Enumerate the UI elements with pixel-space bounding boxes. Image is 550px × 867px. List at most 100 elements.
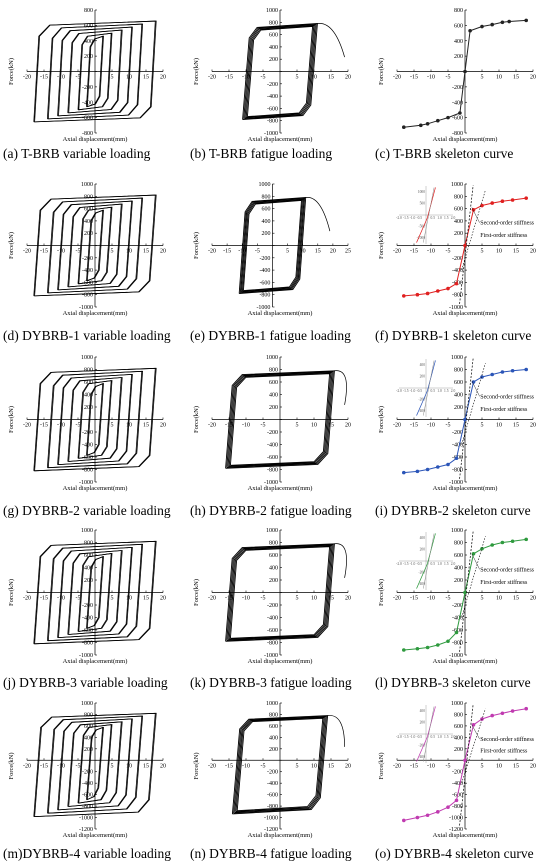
x-tick-label: 5 bbox=[111, 596, 114, 602]
hysteresis-loop bbox=[47, 23, 143, 120]
skeleton-point bbox=[402, 125, 406, 130]
inset-y-tick-label: 200 bbox=[420, 374, 426, 378]
x-tick-label: 5 bbox=[296, 596, 299, 602]
y-tick-label: 1000 bbox=[258, 182, 270, 188]
hysteresis-loop bbox=[68, 377, 122, 462]
x-tick-label: 10 bbox=[496, 763, 502, 769]
inset-x-tick-label: 2.0 bbox=[451, 562, 456, 566]
hysteresis-loop bbox=[33, 367, 157, 472]
skeleton-point bbox=[480, 24, 484, 29]
y-tick-label: -800 bbox=[452, 293, 463, 299]
x-tick-label: -10 bbox=[242, 596, 250, 602]
x-tick-label: 20 bbox=[160, 423, 166, 429]
x-tick-label: 15 bbox=[143, 596, 149, 602]
y-axis-label: Force(kN) bbox=[8, 58, 15, 85]
y-tick-label: -1000 bbox=[449, 480, 463, 486]
caption-2-2: (i) DYBRB-2 skeleton curve bbox=[375, 503, 531, 518]
x-tick-label: 20 bbox=[530, 423, 536, 429]
inset-x-tick-label: -1.5 bbox=[403, 562, 409, 566]
y-tick-label: 400 bbox=[454, 566, 463, 572]
y-tick-label: -800 bbox=[452, 804, 463, 810]
hysteresis-loop bbox=[67, 721, 123, 807]
hysteresis-loop bbox=[57, 718, 133, 811]
x-tick-label: -15 bbox=[225, 75, 233, 81]
x-tick-label: 15 bbox=[143, 249, 149, 255]
y-tick-label: 800 bbox=[269, 712, 278, 718]
skeleton-point bbox=[446, 286, 450, 291]
x-tick-label: 15 bbox=[513, 596, 519, 602]
inset-x-tick-label: -1.5 bbox=[403, 216, 409, 220]
y-tick-label: -600 bbox=[82, 455, 93, 461]
first-order-stiffness-line bbox=[459, 704, 474, 826]
y-tick-label: 1000 bbox=[81, 182, 93, 188]
x-tick-label: 20 bbox=[530, 763, 536, 769]
skeleton-point bbox=[425, 291, 430, 296]
x-tick-label: 20 bbox=[160, 249, 166, 255]
fatigue-loop bbox=[236, 717, 324, 812]
y-tick-label: 800 bbox=[454, 541, 463, 547]
hysteresis-loop bbox=[58, 200, 133, 291]
y-tick-label: 200 bbox=[84, 747, 93, 753]
caption-3-0: (j) DYBRB-3 variable loading bbox=[3, 675, 168, 690]
fatigue-loop bbox=[235, 717, 325, 812]
hysteresis-loop bbox=[47, 370, 144, 469]
skeleton-point bbox=[463, 69, 467, 74]
y-tick-label: -400 bbox=[267, 616, 278, 622]
inset-x-tick-label: -1.5 bbox=[403, 735, 409, 739]
y-tick-label: 200 bbox=[269, 57, 278, 63]
x-tick-label: 10 bbox=[311, 763, 317, 769]
skeleton-point bbox=[402, 470, 406, 475]
hysteresis-loop bbox=[47, 543, 144, 642]
x-tick-label: 15 bbox=[328, 763, 334, 769]
y-tick-label: -200 bbox=[267, 603, 278, 609]
y-tick-label: 600 bbox=[454, 207, 463, 213]
fatigue-loop bbox=[243, 23, 317, 120]
hysteresis-loop bbox=[34, 540, 156, 645]
y-tick-label: 400 bbox=[269, 45, 278, 51]
y-tick-label: -200 bbox=[452, 256, 463, 262]
skeleton-point bbox=[510, 198, 515, 202]
skeleton-point bbox=[436, 465, 440, 469]
x-tick-label: -20 bbox=[393, 596, 401, 602]
caption-1-2: (f) DYBRB-1 skeleton curve bbox=[375, 328, 531, 343]
x-tick-label: -20 bbox=[23, 249, 31, 255]
y-tick-label: 400 bbox=[454, 219, 463, 225]
skeleton-point bbox=[436, 289, 440, 293]
skeleton-point bbox=[454, 281, 459, 286]
hysteresis-loop bbox=[77, 380, 113, 459]
y-axis-label: Force(kN) bbox=[193, 232, 200, 259]
hysteresis-loop bbox=[58, 546, 133, 638]
inset-y-tick-label: 500 bbox=[420, 201, 426, 205]
y-tick-label: 400 bbox=[84, 393, 93, 399]
annotation-first-order: First-order stiffness bbox=[480, 747, 528, 754]
x-tick-label: -5 bbox=[255, 249, 260, 255]
x-tick-label: -10 bbox=[427, 763, 435, 769]
y-tick-label: 600 bbox=[454, 23, 463, 29]
annotation-second-order: Second-order stiffness bbox=[480, 220, 534, 227]
y-tick-label: -800 bbox=[82, 131, 93, 137]
x-tick-label: 20 bbox=[160, 763, 166, 769]
x-axis-label: Axial displacement(mm) bbox=[248, 310, 313, 317]
hysteresis-loop bbox=[77, 206, 113, 285]
x-tick-label: -15 bbox=[40, 423, 48, 429]
hysteresis-loop bbox=[67, 29, 123, 114]
fatigue-loop bbox=[227, 544, 333, 641]
y-tick-label: 1000 bbox=[266, 528, 278, 534]
x-tick-label: 10 bbox=[311, 75, 317, 81]
y-axis-label: Force(kN) bbox=[8, 232, 15, 259]
x-tick-label: 20 bbox=[345, 423, 351, 429]
skeleton-point bbox=[415, 292, 420, 297]
skeleton-point bbox=[454, 630, 459, 635]
x-tick-label: 5 bbox=[111, 75, 114, 81]
inset-x-tick-label: 1.0 bbox=[437, 389, 442, 393]
hysteresis-loop bbox=[77, 724, 113, 804]
inset-x-tick-label: -1.0 bbox=[410, 389, 416, 393]
x-tick-label: -10 bbox=[242, 763, 250, 769]
y-tick-label: -200 bbox=[82, 603, 93, 609]
y-tick-label: 400 bbox=[454, 735, 463, 741]
x-axis-label: Axial displacement(mm) bbox=[63, 485, 128, 492]
fatigue-loop bbox=[241, 199, 303, 292]
skeleton-point bbox=[490, 543, 495, 547]
caption-3-2: (l) DYBRB-3 skeleton curve bbox=[375, 675, 531, 690]
skeleton-point bbox=[500, 199, 505, 204]
